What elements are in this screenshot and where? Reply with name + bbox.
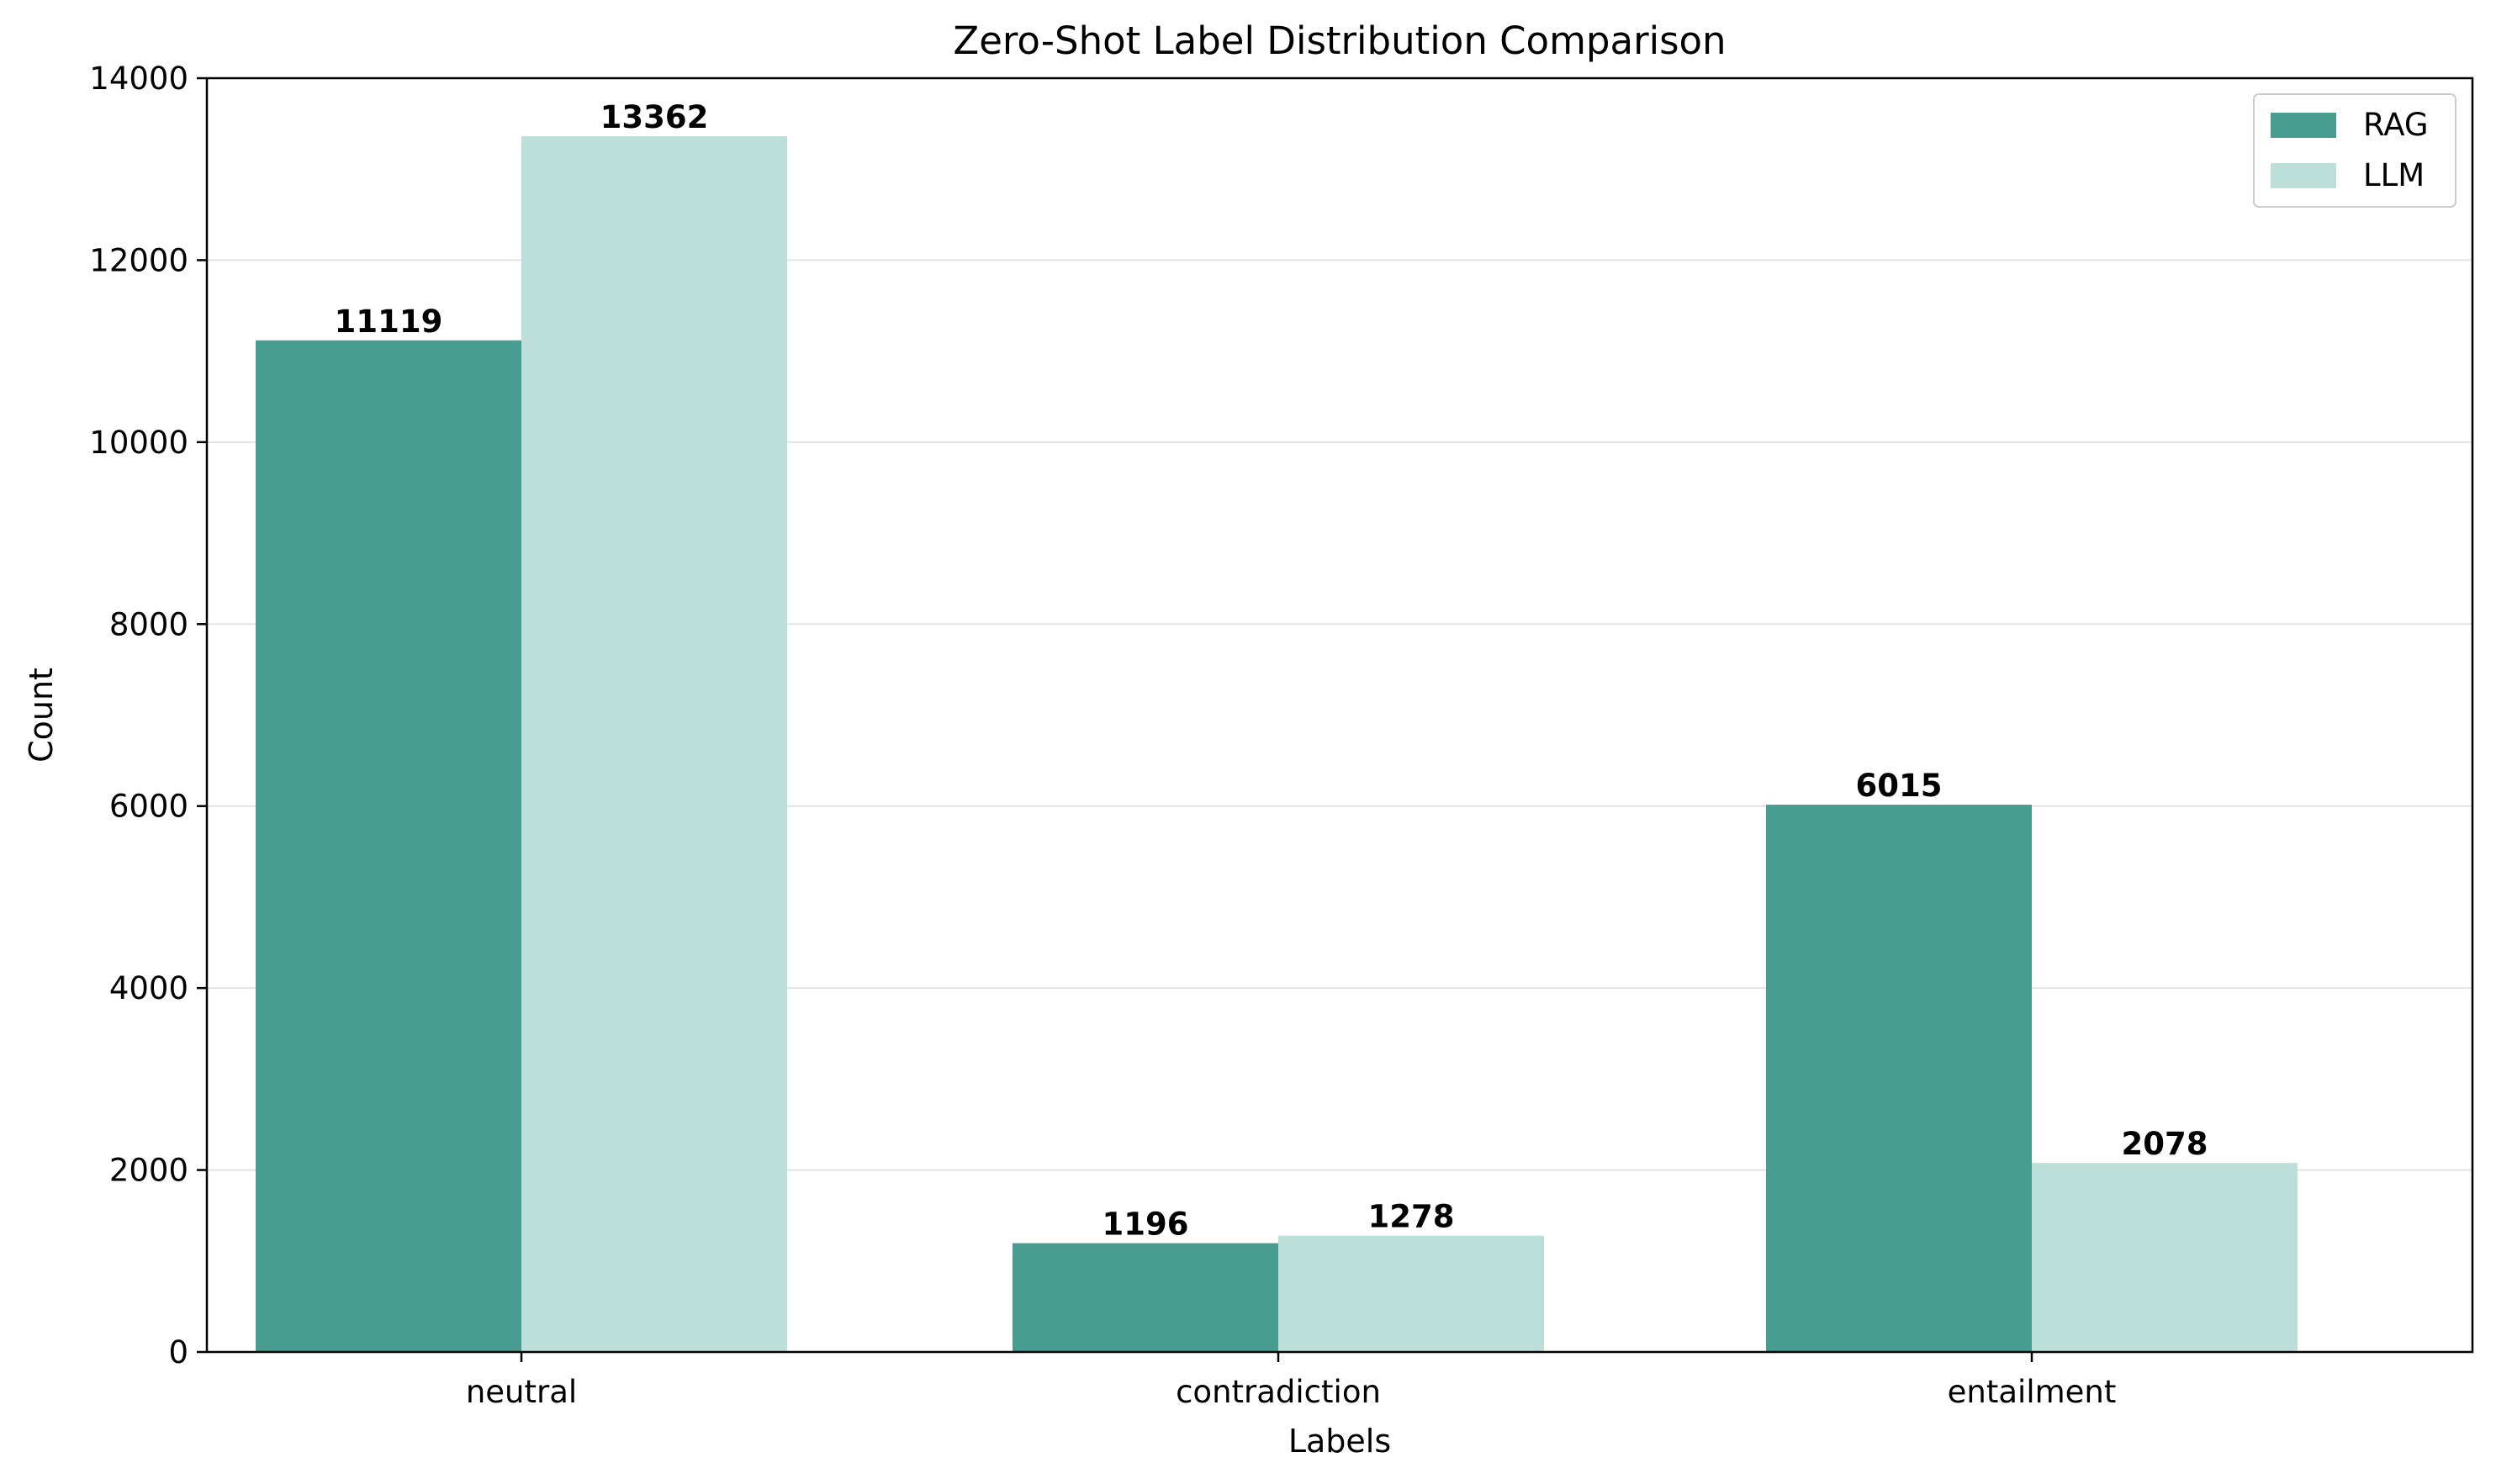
bar-llm-contradiction — [1278, 1235, 1544, 1352]
data-label-llm-contradiction: 1278 — [1368, 1199, 1455, 1235]
bar-rag-neutral — [256, 340, 521, 1352]
legend-swatch-rag — [2271, 113, 2336, 138]
y-tick-label: 4000 — [109, 970, 188, 1006]
bar-rag-contradiction — [1013, 1243, 1278, 1352]
data-labels: 11119 1196 6015 13362 1278 2078 — [335, 99, 2208, 1243]
data-label-llm-entailment: 2078 — [2122, 1126, 2208, 1162]
bar-rag-entailment — [1766, 805, 2032, 1352]
y-tick-label: 12000 — [89, 242, 188, 278]
bar-llm-neutral — [521, 136, 787, 1352]
legend: RAG LLM — [2253, 93, 2456, 208]
data-label-llm-neutral: 13362 — [600, 99, 709, 135]
x-tick-label-neutral: neutral — [466, 1374, 577, 1410]
x-tick-label-contradiction: contradiction — [1176, 1374, 1381, 1410]
chart-title: Zero-Shot Label Distribution Comparison — [953, 18, 1726, 63]
plot-frame — [205, 77, 2474, 1354]
legend-label-llm: LLM — [2363, 157, 2425, 193]
data-label-rag-neutral: 11119 — [335, 304, 443, 340]
y-axis-ticks: 0 2000 4000 6000 8000 10000 12000 14000 — [89, 61, 207, 1370]
data-label-rag-entailment: 6015 — [1856, 768, 1943, 804]
bar-llm-entailment — [2032, 1163, 2298, 1352]
y-tick-label: 8000 — [109, 606, 188, 642]
y-tick-label: 0 — [168, 1334, 188, 1370]
x-axis-ticks: neutral contradiction entailment — [466, 1352, 2117, 1410]
x-tick-label-entailment: entailment — [1948, 1374, 2117, 1410]
bars — [256, 136, 2298, 1352]
y-tick-label: 6000 — [109, 789, 188, 825]
y-tick-label: 2000 — [109, 1153, 188, 1189]
legend-label-rag: RAG — [2363, 107, 2429, 143]
x-axis-label: Labels — [1288, 1423, 1391, 1460]
legend-swatch-llm — [2271, 163, 2336, 188]
y-tick-label: 10000 — [89, 425, 188, 461]
y-axis-label: Count — [23, 668, 60, 763]
y-tick-label: 14000 — [89, 61, 188, 97]
data-label-rag-contradiction: 1196 — [1103, 1207, 1189, 1243]
